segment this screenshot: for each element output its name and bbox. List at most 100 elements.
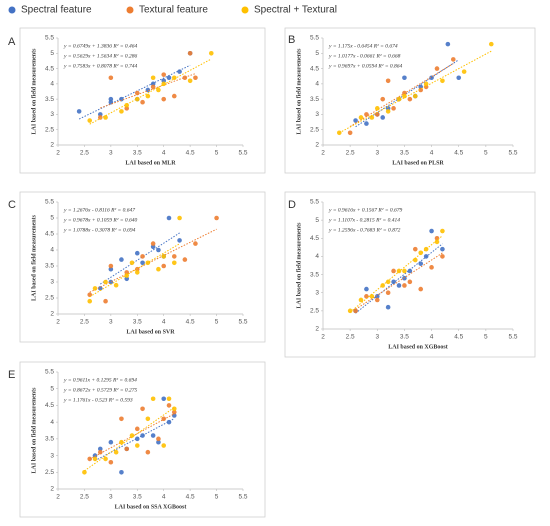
point: [124, 273, 130, 278]
point: [214, 215, 219, 221]
point: [364, 112, 369, 117]
point: [177, 215, 182, 221]
equation: y = 0.5629x + 1.5634 R² = 0.286: [63, 52, 138, 59]
equation: y = 1.0177x - 0.0661 R² = 0.668: [328, 53, 401, 59]
point: [108, 263, 114, 269]
x-axis-label: LAI based on XGBoost: [388, 344, 448, 350]
x-tick-label: 2: [56, 494, 60, 501]
point: [161, 263, 167, 269]
point: [134, 270, 140, 275]
x-axis-label: LAI based on SVR: [126, 329, 175, 335]
y-tick-label: 3: [315, 289, 319, 296]
trend-line: [100, 73, 196, 109]
equation: y = 1.2676x - 0.8116 R² = 0.647: [63, 206, 135, 213]
y-tick-label: 2: [50, 486, 54, 493]
y-axis-label: LAI based on field measurements: [296, 48, 302, 135]
point: [177, 69, 182, 74]
legend-label: Spectral feature: [21, 5, 92, 16]
x-tick-label: 2: [56, 319, 60, 326]
point: [124, 276, 130, 282]
point: [150, 84, 156, 90]
y-tick-label: 5: [50, 385, 54, 392]
x-tick-label: 2.5: [80, 319, 89, 326]
point: [380, 115, 386, 120]
y-tick-label: 4.5: [310, 65, 319, 72]
point: [407, 268, 413, 274]
panel-letter: B: [288, 34, 295, 46]
point: [129, 433, 135, 438]
point: [92, 286, 98, 291]
trend-line: [84, 407, 175, 472]
panel-frame: [284, 191, 536, 358]
equation: y = 1.2596x - 0.7683 R² = 0.872: [328, 227, 401, 233]
equation: y = 0.7583x + 0.8078 R² = 0.744: [63, 62, 138, 69]
point: [108, 96, 114, 102]
trend-line: [355, 59, 459, 128]
point: [119, 469, 124, 475]
y-tick-label: 2: [315, 326, 319, 333]
panel-letter: C: [8, 199, 16, 211]
point: [108, 75, 114, 81]
point: [161, 396, 167, 402]
point: [108, 459, 114, 465]
point: [364, 294, 369, 299]
equation: y = 0.9678x + 0.1059 R² = 0.640: [63, 216, 138, 223]
y-tick-label: 4: [50, 247, 54, 254]
point: [440, 254, 445, 259]
point: [429, 265, 434, 270]
point: [358, 115, 364, 120]
x-axis-label: LAI based on PLSR: [392, 160, 444, 166]
trend-line: [89, 58, 212, 125]
y-tick-label: 3: [50, 279, 54, 286]
point: [374, 297, 380, 303]
x-tick-label: 5.5: [238, 494, 247, 501]
y-axis-label: LAI based on field measurements: [296, 222, 302, 309]
point: [161, 81, 167, 87]
point: [134, 250, 140, 256]
x-tick-label: 2.5: [346, 150, 355, 157]
point: [161, 72, 167, 77]
equation: y = 1.1107x - 0.2815 R² = 0.414: [328, 216, 400, 223]
y-tick-label: 3: [315, 111, 319, 118]
point: [108, 439, 114, 445]
legend-marker: [8, 6, 16, 14]
y-tick-label: 4: [50, 419, 54, 426]
x-tick-label: 5: [484, 334, 488, 341]
x-tick-label: 4.5: [454, 150, 463, 157]
point: [358, 297, 364, 303]
point: [134, 443, 140, 448]
point: [134, 90, 140, 96]
y-axis-label: LAI based on field measurements: [31, 214, 37, 301]
point: [113, 282, 119, 288]
x-tick-label: 2: [321, 150, 325, 157]
x-tick-label: 5: [215, 150, 219, 157]
panel-frame: [19, 191, 266, 343]
x-tick-label: 2.5: [346, 334, 355, 341]
x-tick-label: 3: [375, 150, 379, 157]
panel-frame: [19, 361, 266, 518]
point: [407, 279, 413, 285]
point: [380, 96, 386, 102]
x-tick-label: 3.5: [133, 319, 142, 326]
point: [364, 121, 369, 126]
point: [166, 419, 172, 425]
point: [156, 439, 161, 445]
y-tick-label: 3: [50, 111, 54, 118]
y-tick-label: 5.5: [45, 199, 54, 206]
equation: y = 1.175x - 0.6454 R² = 0.674: [328, 42, 398, 49]
y-tick-label: 2.5: [310, 308, 319, 315]
panel-letter: D: [288, 199, 296, 211]
point: [124, 270, 130, 275]
point: [445, 41, 451, 47]
point: [97, 449, 103, 455]
point: [124, 446, 130, 452]
trend-line: [355, 252, 443, 310]
x-tick-label: 5: [484, 150, 488, 157]
point: [156, 87, 161, 93]
x-tick-label: 5: [215, 319, 219, 326]
point: [347, 308, 353, 314]
point: [385, 290, 391, 296]
point: [103, 115, 108, 120]
y-tick-label: 3: [50, 452, 54, 459]
